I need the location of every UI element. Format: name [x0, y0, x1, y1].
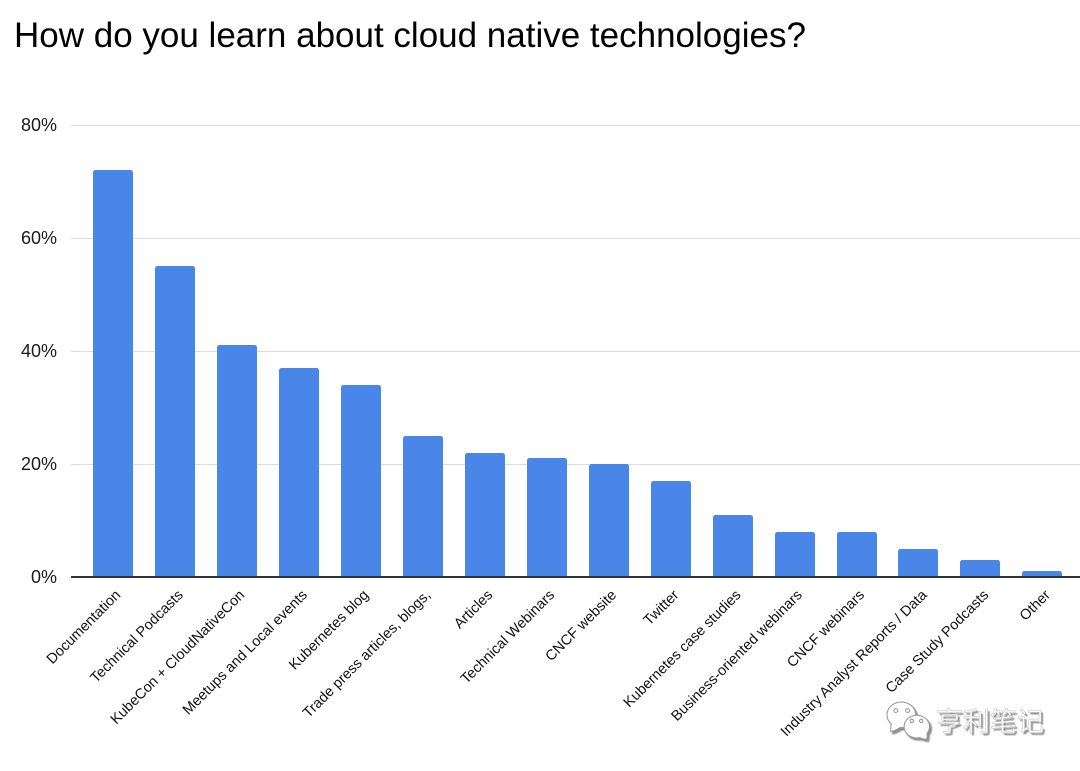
y-axis-tick-label: 60% — [20, 228, 57, 248]
watermark — [886, 701, 1045, 743]
gridline — [71, 237, 1080, 239]
bar-1[interactable] — [154, 266, 195, 577]
bar-8[interactable] — [588, 464, 629, 577]
watermark-front — [886, 701, 1044, 740]
watermark-text-glyphs — [937, 707, 1044, 734]
y-axis-tick-label: 40% — [20, 341, 57, 361]
y-axis-tick-label: 80% — [20, 115, 57, 135]
bar-15[interactable] — [1022, 571, 1063, 577]
x-axis-tick-label: Other — [1017, 587, 1055, 625]
bar-14[interactable] — [960, 560, 1001, 577]
gridline — [71, 124, 1080, 126]
bar-9[interactable] — [650, 480, 691, 577]
wechat-logo-icon — [886, 701, 931, 740]
bar-11[interactable] — [774, 531, 815, 577]
x-axis-tick-label: Kubernetes case studies — [620, 587, 745, 711]
bar-6[interactable] — [464, 452, 505, 577]
bar-13[interactable] — [898, 548, 939, 577]
bar-7[interactable] — [526, 458, 567, 577]
gridline — [71, 463, 1080, 465]
gridline — [71, 350, 1080, 352]
chart-title: How do you learn about cloud native tech… — [14, 16, 806, 55]
y-axis-tick-label: 0% — [30, 567, 57, 587]
x-axis-tick-label: Articles — [451, 587, 497, 633]
bar-10[interactable] — [712, 514, 753, 577]
bar-0[interactable] — [93, 170, 133, 577]
bar-3[interactable] — [278, 367, 319, 577]
x-axis-tick-label: Twitter — [640, 587, 683, 629]
bar-2[interactable] — [216, 345, 257, 577]
x-axis-tick-label: Meetups and Local events — [179, 587, 311, 719]
bar-4[interactable] — [340, 384, 381, 577]
bar-5[interactable] — [402, 435, 443, 577]
x-axis-tick-label: Trade press articles, blogs, — [300, 587, 435, 722]
x-axis-tick-label: Case Study Podcasts — [882, 587, 993, 697]
x-axis-line — [71, 576, 1080, 578]
bar-12[interactable] — [836, 531, 877, 577]
y-axis-tick-label: 20% — [20, 454, 57, 474]
